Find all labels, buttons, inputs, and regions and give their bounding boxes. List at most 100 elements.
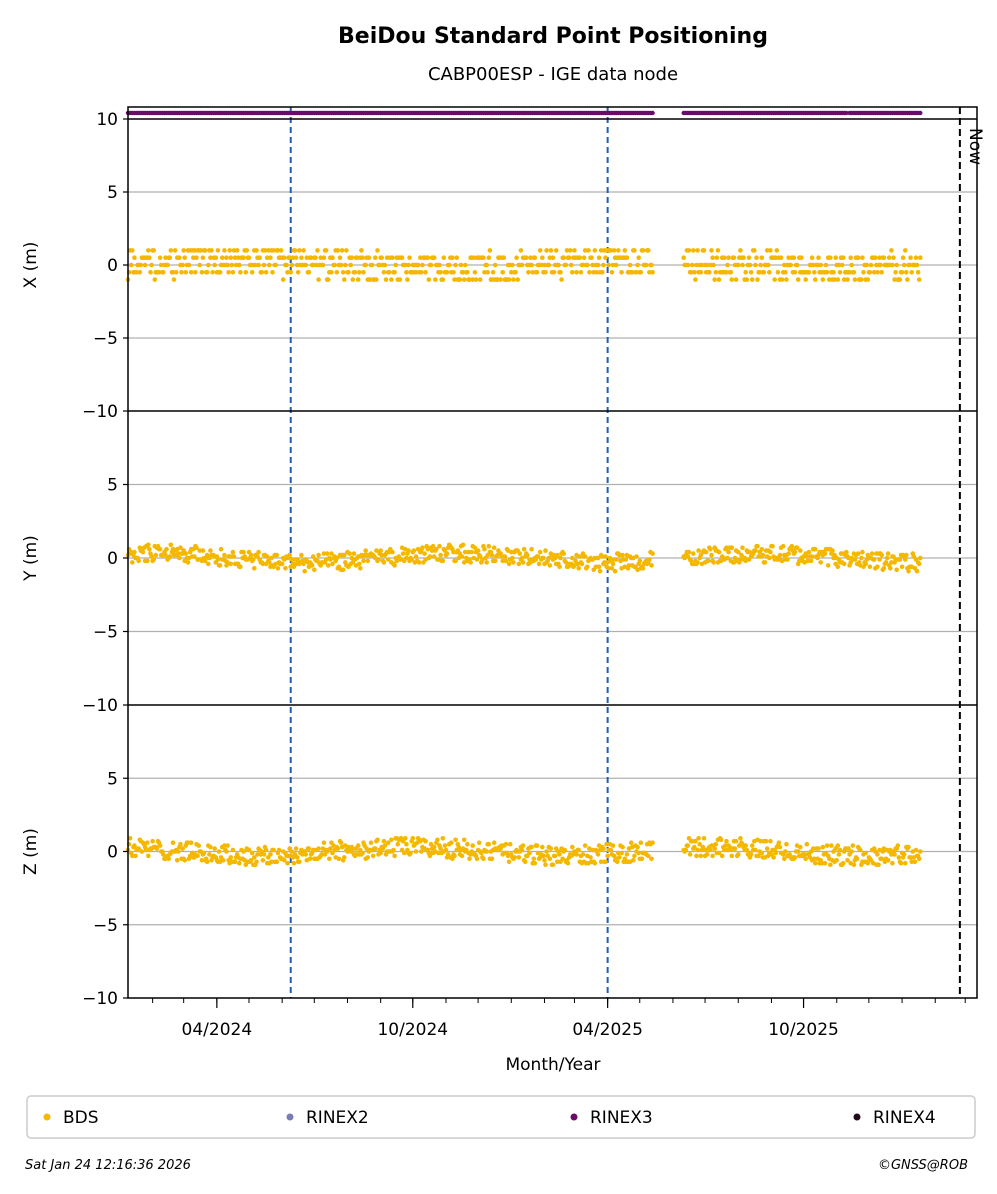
- bds-point: [616, 850, 621, 856]
- bds-point: [898, 860, 904, 866]
- bds-point: [886, 255, 892, 260]
- bds-point: [623, 557, 629, 562]
- bds-point: [819, 860, 825, 866]
- bds-point: [894, 262, 899, 268]
- bds-point: [413, 554, 419, 559]
- bds-point: [901, 852, 907, 857]
- bds-point: [755, 277, 760, 282]
- bds-point: [778, 255, 784, 260]
- bds-point: [363, 262, 369, 268]
- bds-point: [344, 248, 349, 253]
- bds-point: [736, 549, 741, 555]
- bds-point: [594, 270, 600, 275]
- bds-point: [512, 855, 517, 860]
- bds-point: [140, 549, 146, 555]
- bds-point: [829, 843, 834, 848]
- bds-point: [649, 563, 654, 568]
- bds-point: [489, 856, 495, 862]
- bds-point: [780, 543, 786, 549]
- bds-point: [515, 277, 520, 282]
- bds-point: [637, 558, 643, 564]
- bds-point: [526, 270, 531, 275]
- bds-point: [264, 554, 270, 559]
- bds-point: [147, 255, 152, 260]
- bds-point: [178, 841, 183, 847]
- bds-point: [913, 847, 919, 853]
- bds-point: [381, 560, 387, 565]
- bds-point: [638, 270, 644, 275]
- bds-point: [609, 270, 615, 275]
- bds-point: [284, 262, 289, 268]
- bds-point: [823, 262, 829, 268]
- bds-point: [451, 270, 456, 275]
- bds-point: [292, 248, 298, 253]
- bds-point: [802, 852, 807, 857]
- bds-point: [699, 262, 705, 268]
- bds-point: [491, 545, 497, 550]
- bds-point: [167, 255, 173, 260]
- bds-point: [470, 277, 476, 282]
- bds-point: [759, 255, 765, 260]
- bds-point: [553, 248, 559, 253]
- bds-point: [792, 855, 798, 860]
- bds-point: [547, 563, 553, 568]
- bds-point: [148, 270, 153, 275]
- bds-point: [541, 853, 546, 859]
- bds-point: [293, 255, 299, 260]
- bds-point: [392, 270, 397, 275]
- bds-point: [248, 552, 254, 558]
- bds-point: [263, 847, 269, 853]
- bds-point: [156, 270, 162, 275]
- bds-point: [234, 248, 240, 253]
- bds-point: [350, 846, 356, 851]
- bds-point: [180, 262, 185, 268]
- bds-point: [134, 270, 139, 275]
- bds-point: [561, 255, 566, 260]
- bds-point: [650, 270, 655, 275]
- bds-point: [452, 853, 457, 859]
- bds-point: [310, 262, 316, 268]
- bds-point: [194, 545, 199, 550]
- bds-point: [744, 277, 750, 282]
- bds-point: [452, 277, 457, 282]
- bds-point: [764, 846, 770, 851]
- bds-point: [194, 255, 199, 260]
- bds-point: [580, 262, 586, 268]
- bds-point: [241, 849, 246, 854]
- bds-point: [916, 856, 922, 862]
- bds-point: [450, 255, 455, 260]
- bds-point: [479, 850, 484, 856]
- bds-point: [279, 561, 285, 567]
- bds-point: [285, 270, 290, 275]
- bds-point: [836, 262, 842, 268]
- bds-point: [905, 277, 910, 282]
- bds-point: [320, 262, 326, 268]
- bds-point: [404, 270, 409, 275]
- bds-point: [906, 568, 911, 574]
- bds-point: [418, 255, 423, 260]
- bds-point: [609, 566, 615, 571]
- bds-point: [304, 255, 310, 260]
- bds-point: [347, 551, 352, 556]
- bds-point: [692, 270, 697, 275]
- bds-point: [467, 856, 472, 862]
- bds-point: [323, 248, 329, 253]
- bds-point: [891, 255, 896, 260]
- bds-point: [328, 846, 333, 851]
- bds-point: [282, 858, 287, 863]
- bds-point: [617, 855, 622, 860]
- bds-point: [587, 270, 592, 275]
- bds-point: [786, 551, 791, 556]
- bds-point: [696, 548, 701, 553]
- y-axis-label-x: X (m): [21, 242, 41, 289]
- bds-point: [369, 262, 375, 268]
- bds-point: [741, 255, 746, 260]
- bds-point: [716, 277, 722, 282]
- bds-point: [151, 557, 156, 562]
- bds-point: [409, 557, 415, 562]
- bds-point: [694, 262, 699, 268]
- bds-point: [881, 255, 887, 260]
- bds-point: [130, 560, 135, 565]
- bds-point: [695, 248, 700, 253]
- bds-point: [617, 552, 622, 558]
